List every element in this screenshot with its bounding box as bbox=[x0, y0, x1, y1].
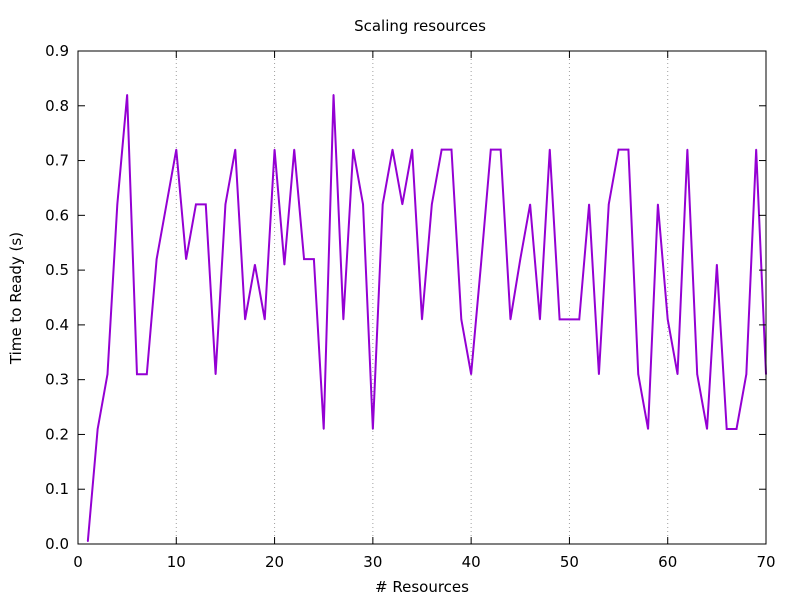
data-point bbox=[440, 148, 443, 151]
data-point bbox=[617, 148, 620, 151]
data-point bbox=[509, 318, 512, 321]
data-point bbox=[666, 318, 669, 321]
data-point bbox=[303, 258, 305, 260]
data-point bbox=[539, 318, 541, 321]
data-point bbox=[244, 318, 246, 321]
data-point bbox=[548, 148, 551, 151]
data-point bbox=[431, 203, 433, 206]
data-point bbox=[676, 373, 679, 375]
data-point bbox=[155, 258, 158, 260]
x-tick-label: 30 bbox=[363, 553, 382, 571]
data-point bbox=[175, 148, 178, 151]
data-point bbox=[745, 373, 748, 375]
data-point bbox=[342, 318, 345, 321]
ticks: 0 10 20 30 40 50 60 70 0.0 0.1 0.2 0.3 0.4 0.5 0.6 0.7 0… bbox=[45, 42, 775, 571]
data-point bbox=[126, 94, 128, 96]
data-point bbox=[293, 148, 296, 151]
data-point bbox=[401, 203, 404, 206]
x-tick-label: 60 bbox=[658, 553, 677, 571]
y-tick-label: 0.5 bbox=[45, 261, 69, 279]
data-point bbox=[529, 203, 531, 206]
data-point bbox=[185, 258, 187, 260]
y-tick-label: 0.6 bbox=[45, 206, 69, 224]
data-point bbox=[116, 203, 119, 206]
x-tick-label: 10 bbox=[167, 553, 186, 571]
y-axis-label: Time to Ready (s) bbox=[7, 232, 25, 365]
axes bbox=[77, 50, 767, 545]
data-point bbox=[460, 318, 463, 321]
data-point bbox=[224, 203, 227, 206]
data-point bbox=[578, 318, 581, 321]
data-point bbox=[686, 148, 689, 151]
y-tick-label: 0.2 bbox=[45, 425, 69, 443]
data-point bbox=[381, 203, 384, 206]
data-point bbox=[470, 373, 472, 375]
data-point bbox=[195, 203, 197, 206]
y-tick-label: 0.3 bbox=[45, 371, 69, 389]
x-tick-label: 20 bbox=[265, 553, 284, 571]
data-point bbox=[313, 258, 315, 260]
data-point bbox=[558, 318, 561, 321]
data-point bbox=[165, 203, 168, 206]
data-point bbox=[450, 148, 453, 151]
data-point bbox=[411, 148, 413, 151]
data-point bbox=[716, 263, 718, 266]
data-point bbox=[136, 373, 138, 375]
data-point bbox=[352, 148, 355, 151]
y-tick-label: 0.1 bbox=[45, 480, 69, 498]
data-point bbox=[254, 263, 256, 266]
data-point bbox=[607, 203, 610, 206]
y-tick-label: 0.7 bbox=[45, 152, 69, 170]
data-point bbox=[391, 148, 394, 151]
data-point bbox=[588, 203, 590, 206]
data-point bbox=[519, 258, 522, 260]
x-tick-label: 50 bbox=[560, 553, 579, 571]
data-point bbox=[362, 203, 364, 206]
data-point bbox=[204, 203, 207, 206]
y-tick-label: 0.0 bbox=[45, 535, 69, 553]
data-point bbox=[499, 148, 502, 151]
x-axis-label: # Resources bbox=[375, 578, 469, 596]
data-point bbox=[568, 318, 571, 321]
y-tick-label: 0.9 bbox=[45, 42, 69, 60]
data-point bbox=[332, 94, 335, 96]
data-point bbox=[490, 148, 492, 151]
data-point bbox=[263, 318, 266, 321]
data-point bbox=[372, 428, 374, 430]
data-point bbox=[598, 373, 600, 375]
data-point bbox=[696, 373, 698, 375]
data-point bbox=[755, 148, 757, 151]
data-point bbox=[647, 428, 649, 430]
data-point bbox=[725, 428, 728, 430]
x-tick-label: 70 bbox=[756, 553, 775, 571]
data-point bbox=[146, 373, 148, 375]
data-point bbox=[421, 318, 423, 321]
data-point bbox=[706, 428, 708, 430]
data-point bbox=[234, 148, 237, 151]
x-tick-label: 40 bbox=[462, 553, 481, 571]
data-point bbox=[735, 428, 738, 430]
y-tick-label: 0.4 bbox=[45, 316, 69, 334]
series-line bbox=[86, 94, 767, 542]
x-tick-label: 0 bbox=[73, 553, 83, 571]
data-point bbox=[627, 148, 630, 151]
plot-frame bbox=[77, 50, 767, 545]
data-point bbox=[106, 373, 109, 375]
data-point bbox=[657, 203, 659, 206]
data-point bbox=[87, 540, 89, 543]
data-point bbox=[96, 428, 99, 430]
y-tick-label: 0.8 bbox=[45, 97, 69, 115]
data-point bbox=[273, 148, 276, 151]
data-point bbox=[637, 373, 640, 375]
data-point bbox=[322, 428, 325, 430]
data-point bbox=[214, 373, 217, 375]
data-point bbox=[283, 263, 286, 266]
chart-title: Scaling resources bbox=[354, 17, 486, 35]
data-point bbox=[480, 263, 482, 266]
